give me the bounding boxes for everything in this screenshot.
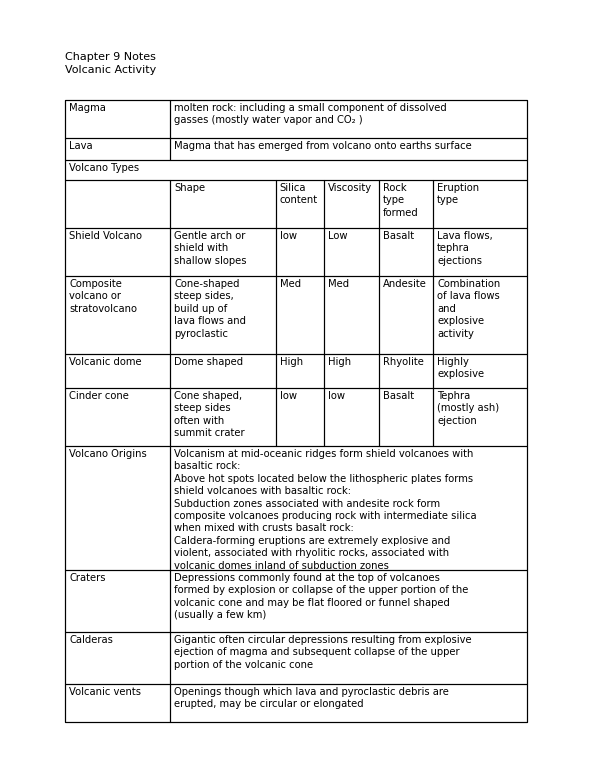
Text: molten rock: including a small component of dissolved
gasses (mostly water vapor: molten rock: including a small component…	[174, 103, 447, 126]
Bar	[378, 388, 433, 446]
Bar	[65, 684, 170, 722]
Bar	[170, 354, 275, 388]
Text: Highly
explosive: Highly explosive	[437, 357, 484, 380]
Text: Low: Low	[328, 231, 347, 241]
Text: High: High	[328, 357, 351, 367]
Text: Gentle arch or
shield with
shallow slopes: Gentle arch or shield with shallow slope…	[174, 231, 247, 266]
Bar	[65, 446, 170, 570]
Text: Volcanic dome: Volcanic dome	[69, 357, 142, 367]
Bar	[65, 354, 170, 388]
Bar	[170, 684, 527, 722]
Bar	[324, 228, 378, 276]
Bar	[378, 180, 433, 228]
Text: Craters: Craters	[69, 573, 105, 583]
Text: Silica
content: Silica content	[280, 183, 318, 206]
Text: Rhyolite: Rhyolite	[383, 357, 424, 367]
Bar	[170, 228, 275, 276]
Bar	[65, 100, 527, 722]
Bar	[65, 570, 170, 632]
Bar	[433, 180, 527, 228]
Bar	[170, 100, 527, 138]
Text: Shield Volcano: Shield Volcano	[69, 231, 142, 241]
Text: Basalt: Basalt	[383, 231, 414, 241]
Text: Lava flows,
tephra
ejections: Lava flows, tephra ejections	[437, 231, 493, 266]
Bar	[324, 180, 378, 228]
Text: Cone shaped,
steep sides
often with
summit crater: Cone shaped, steep sides often with summ…	[174, 391, 245, 438]
Bar	[65, 160, 527, 180]
Text: Lava: Lava	[69, 141, 93, 151]
Bar	[433, 276, 527, 354]
Bar	[378, 354, 433, 388]
Text: Dome shaped: Dome shaped	[174, 357, 243, 367]
Text: Volcano Types: Volcano Types	[69, 163, 139, 173]
Text: Gigantic often circular depressions resulting from explosive
ejection of magma a: Gigantic often circular depressions resu…	[174, 635, 472, 670]
Text: Eruption
type: Eruption type	[437, 183, 480, 206]
Bar	[170, 446, 527, 570]
Bar	[65, 228, 170, 276]
Text: low: low	[280, 391, 297, 401]
Bar	[170, 276, 275, 354]
Bar	[433, 388, 527, 446]
Bar	[65, 276, 170, 354]
Bar	[324, 276, 378, 354]
Text: Rock
type
formed: Rock type formed	[383, 183, 418, 218]
Bar	[65, 180, 170, 228]
Text: Depressions commonly found at the top of volcanoes
formed by explosion or collap: Depressions commonly found at the top of…	[174, 573, 469, 620]
Text: Viscosity: Viscosity	[328, 183, 372, 193]
Bar	[378, 276, 433, 354]
Bar	[65, 100, 170, 138]
Bar	[275, 276, 324, 354]
Bar	[324, 388, 378, 446]
Text: Chapter 9 Notes
Volcanic Activity: Chapter 9 Notes Volcanic Activity	[65, 52, 156, 75]
Text: Andesite: Andesite	[383, 279, 427, 289]
Text: Med: Med	[280, 279, 301, 289]
Text: High: High	[280, 357, 303, 367]
Bar	[275, 354, 324, 388]
Bar	[324, 354, 378, 388]
Bar	[65, 388, 170, 446]
Bar	[65, 138, 170, 160]
Text: Volcanic vents: Volcanic vents	[69, 687, 141, 697]
Bar	[433, 228, 527, 276]
Text: Magma: Magma	[69, 103, 106, 113]
Text: Cone-shaped
steep sides,
build up of
lava flows and
pyroclastic: Cone-shaped steep sides, build up of lav…	[174, 279, 246, 339]
Text: low: low	[280, 231, 297, 241]
Bar	[170, 632, 527, 684]
Text: Volcano Origins: Volcano Origins	[69, 449, 147, 459]
Bar	[275, 388, 324, 446]
Text: Openings though which lava and pyroclastic debris are
erupted, may be circular o: Openings though which lava and pyroclast…	[174, 687, 449, 709]
Text: Combination
of lava flows
and
explosive
activity: Combination of lava flows and explosive …	[437, 279, 500, 339]
Bar	[378, 228, 433, 276]
Text: Basalt: Basalt	[383, 391, 414, 401]
Bar	[170, 138, 527, 160]
Text: Composite
volcano or
stratovolcano: Composite volcano or stratovolcano	[69, 279, 137, 314]
Text: Cinder cone: Cinder cone	[69, 391, 129, 401]
Text: Magma that has emerged from volcano onto earths surface: Magma that has emerged from volcano onto…	[174, 141, 472, 151]
Text: low: low	[328, 391, 345, 401]
Text: Shape: Shape	[174, 183, 205, 193]
Bar	[433, 354, 527, 388]
Text: Volcanism at mid-oceanic ridges form shield volcanoes with
basaltic rock:
Above : Volcanism at mid-oceanic ridges form shi…	[174, 449, 477, 571]
Bar	[275, 180, 324, 228]
Bar	[65, 632, 170, 684]
Bar	[170, 570, 527, 632]
Text: Med: Med	[328, 279, 349, 289]
Bar	[170, 388, 275, 446]
Text: Calderas: Calderas	[69, 635, 113, 645]
Bar	[170, 180, 275, 228]
Text: Tephra
(mostly ash)
ejection: Tephra (mostly ash) ejection	[437, 391, 499, 426]
Bar	[275, 228, 324, 276]
